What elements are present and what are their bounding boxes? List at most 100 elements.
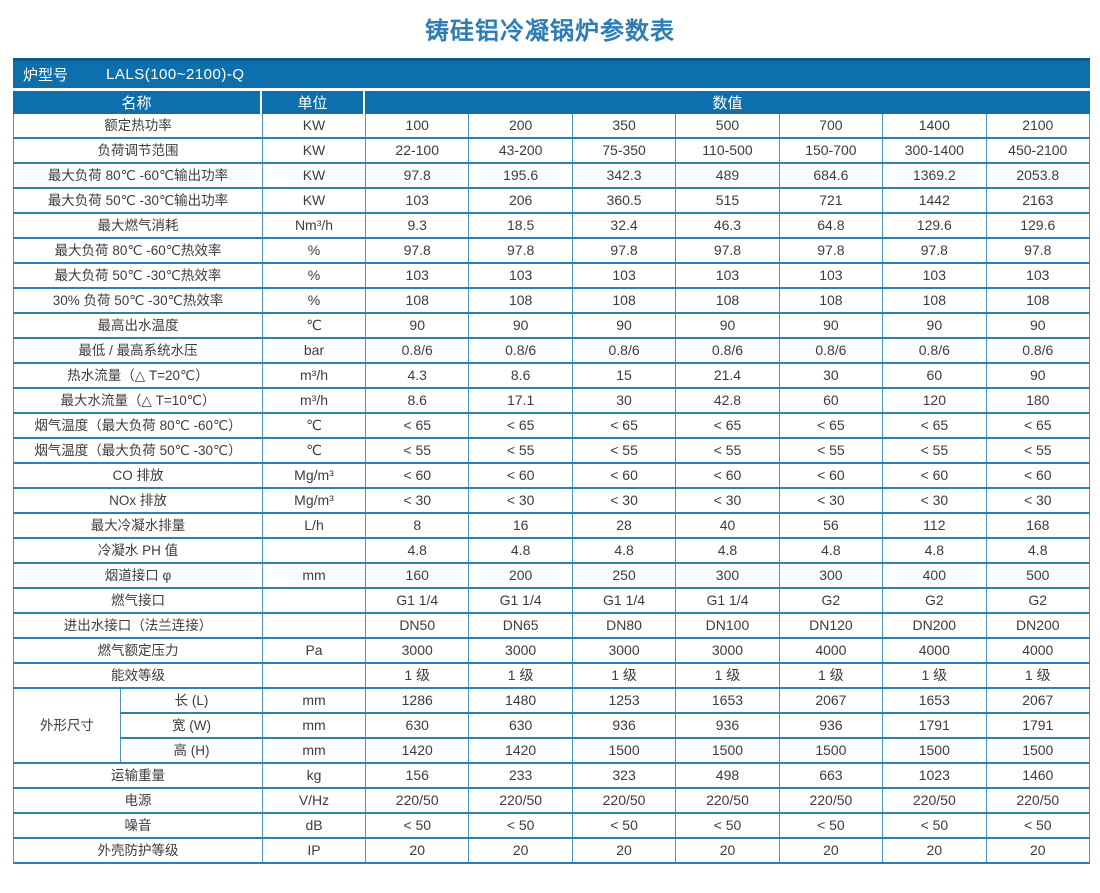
table-row: 烟道接口 φ mm 160 200 250 300 300 400 500 xyxy=(13,563,1091,589)
value-cell: 103 xyxy=(882,263,987,289)
value-cell: 1286 xyxy=(365,688,470,714)
table-row: 高 (H) mm 1420 1420 1500 1500 1500 1500 1500 xyxy=(14,738,1091,764)
value-cell: < 30 xyxy=(365,488,470,514)
value-cell: 30 xyxy=(779,363,884,389)
value-cell: < 50 xyxy=(779,813,884,839)
value-cell: 0.8/6 xyxy=(675,338,780,364)
value-cell: < 65 xyxy=(468,413,573,439)
value-cell: DN80 xyxy=(572,613,677,639)
value-cell: 1023 xyxy=(882,763,987,789)
value-cell: < 60 xyxy=(572,463,677,489)
row-name-cell: 烟道接口 φ xyxy=(13,563,263,589)
column-header-row: 名称 单位 数值 xyxy=(13,91,1090,114)
row-unit-cell: mm xyxy=(262,713,366,739)
dim-sub-cell: 长 (L) xyxy=(120,688,263,714)
value-cell: < 60 xyxy=(779,463,884,489)
row-name-cell: 燃气接口 xyxy=(13,588,263,614)
row-name-cell: 最大负荷 50℃ -30℃热效率 xyxy=(13,263,263,289)
row-unit-cell: ℃ xyxy=(262,413,366,439)
row-name-cell: 最大水流量（△ T=10℃） xyxy=(13,388,263,414)
value-cell: 20 xyxy=(365,838,470,864)
value-cell: 3000 xyxy=(675,638,780,664)
value-cell: 2163 xyxy=(986,188,1091,214)
row-unit-cell: % xyxy=(262,263,366,289)
value-cell: 630 xyxy=(365,713,470,739)
value-cell: 4000 xyxy=(882,638,987,664)
value-cell: < 65 xyxy=(779,413,884,439)
value-cell: 1480 xyxy=(468,688,573,714)
value-cell: 32.4 xyxy=(572,213,677,239)
value-cell: 1 级 xyxy=(572,663,677,689)
table-row: 最大负荷 50℃ -30℃输出功率 KW 103 206 360.5 515 721 1442… xyxy=(13,188,1091,214)
value-cell: 1500 xyxy=(882,738,987,764)
table-row: 30% 负荷 50℃ -30℃热效率% 108 108 108 108 108 108 108 xyxy=(13,288,1091,314)
spec-table: 炉型号 LALS(100~2100)-Q 名称 单位 数值 额定热功率 KW 100… xyxy=(13,58,1091,864)
value-cell: 4.8 xyxy=(986,538,1091,564)
value-cell: 20 xyxy=(986,838,1091,864)
value-cell: 156 xyxy=(365,763,470,789)
row-name-cell: 30% 负荷 50℃ -30℃热效率 xyxy=(13,288,263,314)
value-cell: 4.8 xyxy=(365,538,470,564)
header-gap xyxy=(13,88,1090,91)
value-cell: 0.8/6 xyxy=(882,338,987,364)
row-name-cell: 噪音 xyxy=(13,813,263,839)
value-cell: < 50 xyxy=(986,813,1091,839)
value-cell: 108 xyxy=(572,288,677,314)
value-cell: 342.3 xyxy=(572,163,677,189)
row-name-cell: 运输重量 xyxy=(13,763,263,789)
value-cell: 108 xyxy=(468,288,573,314)
row-name-cell: 额定热功率 xyxy=(13,114,263,139)
row-name-cell: 冷凝水 PH 值 xyxy=(13,538,263,564)
value-cell: 30 xyxy=(572,388,677,414)
value-cell: 1 级 xyxy=(779,663,884,689)
value-cell: < 55 xyxy=(365,438,470,464)
value-cell: 97.8 xyxy=(675,238,780,264)
row-unit-cell: m³/h xyxy=(262,388,366,414)
value-cell: 1 级 xyxy=(468,663,573,689)
value-cell: 0.8/6 xyxy=(365,338,470,364)
value-cell: 90 xyxy=(468,313,573,339)
value-cell: 3000 xyxy=(572,638,677,664)
value-cell: 8 xyxy=(365,513,470,539)
dim-group-cell: 外形尺寸 xyxy=(13,688,121,764)
row-unit-cell: ℃ xyxy=(262,438,366,464)
value-cell: < 50 xyxy=(882,813,987,839)
row-name-cell: 最大冷凝水排量 xyxy=(13,513,263,539)
value-cell: 500 xyxy=(986,563,1091,589)
row-unit-cell: KW xyxy=(262,163,366,189)
value-cell: 60 xyxy=(779,388,884,414)
value-cell: 1420 xyxy=(468,738,573,764)
table-row: 冷凝水 PH 值 4.8 4.8 4.8 4.8 4.8 4.8 4.8 xyxy=(13,538,1091,564)
value-cell: DN200 xyxy=(882,613,987,639)
value-cell: 721 xyxy=(779,188,884,214)
row-unit-cell: dB xyxy=(262,813,366,839)
page-title: 铸硅铝冷凝锅炉参数表 xyxy=(425,18,675,45)
row-name-cell: 最低 / 最高系统水压 xyxy=(13,338,263,364)
row-name-cell: 电源 xyxy=(13,788,263,814)
table-row: 烟气温度（最大负荷 50℃ -30℃） ℃ < 55 < 55 < 55 < 55 < 55… xyxy=(13,438,1091,464)
table-row: 额定热功率 KW 100 200 350 500 700 1400 2100 xyxy=(13,114,1091,139)
value-cell: 1 级 xyxy=(675,663,780,689)
table-row: 进出水接口（法兰连接） DN50 DN65 DN80 DN100 DN120 DN200 DN… xyxy=(13,613,1091,639)
value-cell: < 30 xyxy=(675,488,780,514)
value-cell: 206 xyxy=(468,188,573,214)
value-cell: 220/50 xyxy=(882,788,987,814)
row-unit-cell: L/h xyxy=(262,513,366,539)
value-cell: < 30 xyxy=(986,488,1091,514)
value-cell: 663 xyxy=(779,763,884,789)
value-cell: 0.8/6 xyxy=(779,338,884,364)
value-cell: 40 xyxy=(675,513,780,539)
table-row: 最低 / 最高系统水压 bar 0.8/6 0.8/6 0.8/6 0.8/6 0.8/6 0… xyxy=(13,338,1091,364)
value-cell: 129.6 xyxy=(986,213,1091,239)
row-name-cell: 烟气温度（最大负荷 50℃ -30℃） xyxy=(13,438,263,464)
value-cell: 97.8 xyxy=(779,238,884,264)
value-cell: < 50 xyxy=(675,813,780,839)
value-cell: < 55 xyxy=(468,438,573,464)
row-name-cell: NOx 排放 xyxy=(13,488,263,514)
value-cell: 8.6 xyxy=(365,388,470,414)
value-cell: 498 xyxy=(675,763,780,789)
value-cell: 200 xyxy=(468,563,573,589)
value-cell: 1500 xyxy=(572,738,677,764)
value-cell: 4.3 xyxy=(365,363,470,389)
spec-table-body: 额定热功率 KW 100 200 350 500 700 1400 2100 负荷调节范围 KW 22… xyxy=(13,114,1091,864)
